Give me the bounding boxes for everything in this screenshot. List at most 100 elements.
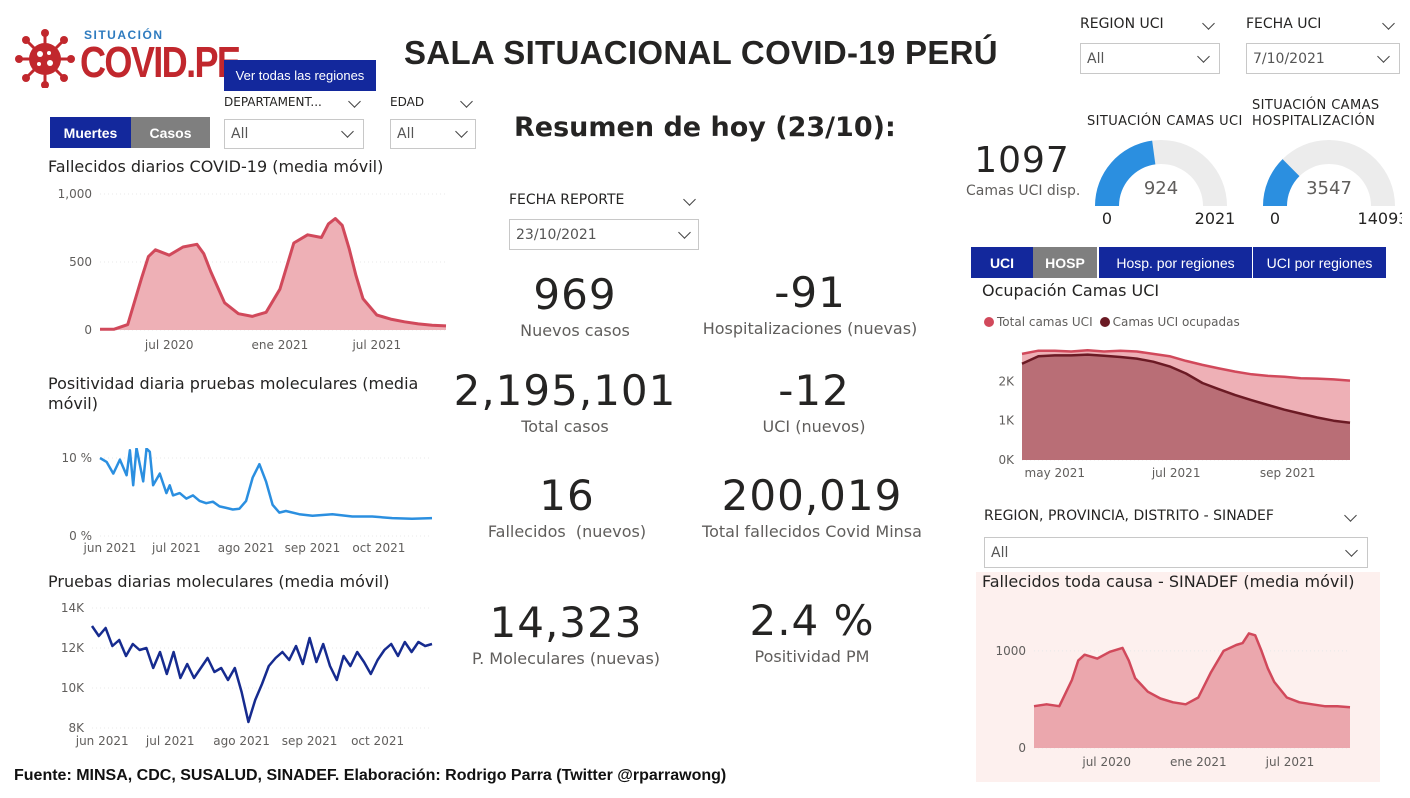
edad-label: EDAD bbox=[390, 95, 425, 109]
covid-pe-logo: SITUACIÓN COVID.PE bbox=[14, 18, 241, 90]
kpi-label: UCI (nuevos) bbox=[762, 417, 866, 436]
x-tick-label: oct 2021 bbox=[351, 734, 404, 748]
x-tick-label: may 2021 bbox=[1025, 466, 1086, 480]
gauge-value: 924 bbox=[1144, 178, 1178, 199]
departamento-slicer[interactable]: DEPARTAMENT... All bbox=[224, 95, 364, 149]
y-tick-label: 2K bbox=[998, 374, 1015, 388]
sinadef-region-value: All bbox=[991, 544, 1009, 561]
kpi-value: 969 bbox=[533, 270, 617, 319]
tab-hosp[interactable]: HOSP bbox=[1033, 247, 1097, 278]
y-tick-label: 10 % bbox=[62, 451, 93, 465]
tab-uci-regiones[interactable]: UCI por regiones bbox=[1253, 247, 1386, 278]
fecha-uci-slicer[interactable]: FECHA UCI 7/10/2021 bbox=[1246, 16, 1400, 76]
tests-chart[interactable]: 8K 10K 12K 14K jun 2021 jul 2021 ago 2021 sep 2… bbox=[40, 598, 460, 750]
y-tick-label: 12K bbox=[61, 641, 85, 655]
x-tick-label: jul 2021 bbox=[351, 338, 401, 352]
y-tick-label: 0 bbox=[84, 323, 92, 337]
region-uci-dropdown[interactable]: All bbox=[1080, 43, 1220, 74]
edad-dropdown[interactable]: All bbox=[390, 119, 476, 149]
sinadef-region-label: REGION, PROVINCIA, DISTRITO - SINADEF bbox=[984, 508, 1274, 524]
region-uci-label: REGION UCI bbox=[1080, 16, 1164, 32]
uci-occupancy-chart[interactable]: 0K 1K 2K may 2021 jul 2021 sep 2021 bbox=[976, 338, 1376, 484]
region-uci-slicer[interactable]: REGION UCI All bbox=[1080, 16, 1220, 76]
chevron-down-icon bbox=[341, 125, 354, 138]
y-tick-label: 500 bbox=[69, 255, 92, 269]
x-tick-label: sep 2021 bbox=[1260, 466, 1316, 480]
y-tick-label: 0 bbox=[1018, 741, 1026, 755]
kpi-total-fallecidos: 200,019 Total fallecidos Covid Minsa bbox=[692, 471, 932, 541]
fecha-reporte-slicer[interactable]: FECHA REPORTE 23/10/2021 bbox=[509, 192, 699, 250]
y-tick-label: 1,000 bbox=[58, 187, 92, 201]
logo-main-text: COVID.PE bbox=[80, 38, 241, 87]
positivity-chart[interactable]: 0 % 10 % jun 2021 jul 2021 ago 2021 sep 2021 o… bbox=[40, 448, 460, 558]
sinadef-region-dropdown[interactable]: All bbox=[984, 537, 1368, 568]
y-tick-label: 0 % bbox=[69, 529, 92, 543]
x-tick-label: ene 2021 bbox=[1170, 755, 1227, 769]
fecha-uci-label: FECHA UCI bbox=[1246, 16, 1322, 32]
kpi-label: Total fallecidos Covid Minsa bbox=[702, 522, 922, 541]
series-line bbox=[1021, 349, 1351, 382]
edad-value: All bbox=[397, 126, 415, 142]
series-line bbox=[99, 448, 433, 521]
kpi-positividad: 2.4 % Positividad PM bbox=[692, 596, 932, 666]
x-tick-label: jul 2021 bbox=[1151, 466, 1201, 480]
deaths-chart[interactable]: 0 500 1,000 jul 2020 ene 2021 jul 2021 bbox=[40, 182, 460, 358]
departamento-dropdown[interactable]: All bbox=[224, 119, 364, 149]
fecha-reporte-dropdown[interactable]: 23/10/2021 bbox=[509, 219, 699, 250]
kpi-nuevos-casos: 969 Nuevos casos bbox=[455, 270, 695, 340]
gauge-max: 14093 bbox=[1358, 209, 1402, 228]
gauge-track bbox=[1263, 140, 1395, 206]
series-area bbox=[1034, 633, 1350, 748]
legend-dot-occupied bbox=[1099, 317, 1110, 327]
gauge-fill bbox=[1095, 140, 1156, 206]
sinadef-chart[interactable]: 0 1000 jul 2020 ene 2021 jul 2021 bbox=[976, 598, 1380, 774]
toggle-casos[interactable]: Casos bbox=[131, 117, 210, 148]
x-tick-label: ago 2021 bbox=[213, 734, 270, 748]
kpi-label: Fallecidos (nuevos) bbox=[487, 522, 647, 541]
fecha-reporte-label: FECHA REPORTE bbox=[509, 192, 625, 208]
y-tick-label: 8K bbox=[68, 721, 85, 735]
gauge-uci[interactable]: 924 0 2021 bbox=[1088, 130, 1234, 230]
gauge-min: 0 bbox=[1102, 209, 1112, 228]
gauge-value: 3547 bbox=[1306, 178, 1352, 199]
kpi-value: 2.4 % bbox=[749, 596, 875, 645]
chevron-down-icon bbox=[1197, 50, 1210, 63]
series-line bbox=[100, 217, 447, 331]
fecha-uci-dropdown[interactable]: 7/10/2021 bbox=[1246, 43, 1400, 74]
series-area bbox=[1022, 350, 1350, 460]
edad-slicer[interactable]: EDAD All bbox=[390, 95, 476, 149]
departamento-label: DEPARTAMENT... bbox=[224, 95, 322, 109]
kpi-label: Hospitalizaciones (nuevas) bbox=[702, 319, 918, 338]
camas-uci-disp-value: 1097 bbox=[974, 140, 1070, 181]
y-tick-label: 14K bbox=[61, 601, 85, 615]
gauge-max: 2021 bbox=[1195, 209, 1234, 228]
tests-chart-title: Pruebas diarias moleculares (media móvil… bbox=[48, 572, 390, 591]
x-tick-label: jul 2020 bbox=[144, 338, 194, 352]
summary-title: Resumen de hoy (23/10): bbox=[514, 112, 896, 143]
kpi-pruebas-moleculares: 14,323 P. Moleculares (nuevas) bbox=[446, 598, 686, 668]
virus-icon bbox=[15, 29, 75, 88]
gauge-uci-title: SITUACIÓN CAMAS UCI bbox=[1087, 114, 1243, 129]
series-line bbox=[90, 625, 433, 724]
kpi-uci-nuevos: -12 UCI (nuevos) bbox=[694, 366, 934, 436]
tab-uci[interactable]: UCI bbox=[971, 247, 1033, 278]
x-tick-label: oct 2021 bbox=[352, 541, 405, 555]
camas-uci-disp-card: 1097 Camas UCI disp. bbox=[966, 140, 1080, 199]
toggle-muertes[interactable]: Muertes bbox=[50, 117, 131, 148]
tab-hosp-regiones[interactable]: Hosp. por regiones bbox=[1099, 247, 1252, 278]
y-tick-label: 0K bbox=[998, 453, 1015, 467]
x-tick-label: jul 2020 bbox=[1081, 755, 1131, 769]
deaths-chart-title: Fallecidos diarios COVID-19 (media móvil… bbox=[48, 157, 384, 176]
gauge-min: 0 bbox=[1270, 209, 1280, 228]
series-line bbox=[1033, 632, 1351, 709]
departamento-value: All bbox=[231, 126, 249, 142]
kpi-hospitalizaciones: -91 Hospitalizaciones (nuevas) bbox=[690, 268, 930, 338]
chevron-down-icon bbox=[455, 125, 468, 138]
series-area bbox=[100, 218, 446, 330]
gauge-hosp[interactable]: 3547 0 14093 bbox=[1256, 130, 1402, 230]
sinadef-region-slicer[interactable]: REGION, PROVINCIA, DISTRITO - SINADEF Al… bbox=[984, 508, 1368, 568]
x-tick-label: ene 2021 bbox=[252, 338, 309, 352]
fecha-reporte-value: 23/10/2021 bbox=[516, 226, 597, 243]
x-tick-label: jun 2021 bbox=[83, 541, 137, 555]
all-regions-button[interactable]: Ver todas las regiones bbox=[224, 60, 376, 91]
